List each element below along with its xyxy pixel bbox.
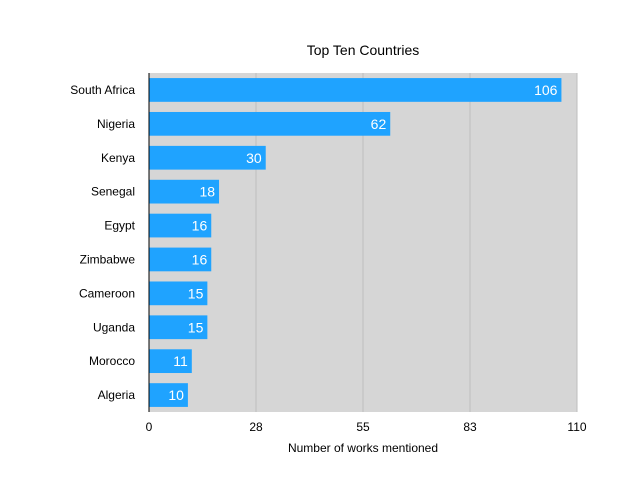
bar <box>149 111 391 136</box>
x-tick-label: 0 <box>146 420 153 434</box>
bars: 106 62 30 18 16 16 15 15 11 10 <box>149 78 562 407</box>
bar <box>149 145 266 170</box>
x-axis-label: Number of works mentioned <box>288 441 438 455</box>
bar <box>149 383 188 407</box>
bar-value-label: 18 <box>199 184 215 200</box>
category-labels: South Africa Nigeria Kenya Senegal Egypt Zimb… <box>70 83 135 402</box>
category-label: Uganda <box>93 320 135 334</box>
bar <box>149 78 562 102</box>
chart-title: Top Ten Countries <box>307 42 420 58</box>
category-label: South Africa <box>70 83 135 97</box>
x-tick-label: 83 <box>463 420 477 434</box>
category-label: Morocco <box>89 354 135 368</box>
x-tick-label: 110 <box>567 420 586 434</box>
category-label: Zimbabwe <box>80 252 136 266</box>
x-tick-label: 28 <box>249 420 263 434</box>
bar-value-label: 16 <box>192 251 208 267</box>
bar-value-label: 15 <box>188 285 204 301</box>
bar <box>149 179 220 204</box>
bar-value-label: 15 <box>188 319 204 335</box>
bar-value-label: 16 <box>192 218 208 234</box>
bar <box>149 213 212 238</box>
category-label: Egypt <box>104 219 135 233</box>
bar-value-label: 106 <box>534 82 558 98</box>
bar <box>149 315 208 340</box>
x-tick-label: 55 <box>356 420 370 434</box>
bar-value-label: 30 <box>246 150 262 166</box>
bar-value-label: 10 <box>168 387 184 403</box>
category-label: Kenya <box>101 151 135 165</box>
category-label: Algeria <box>98 388 136 402</box>
bar-value-label: 11 <box>173 353 188 369</box>
bar <box>149 247 212 272</box>
x-tick-labels: 0 28 55 83 110 <box>146 420 587 434</box>
category-label: Nigeria <box>97 117 135 131</box>
category-label: Senegal <box>91 185 135 199</box>
category-label: Cameroon <box>79 286 135 300</box>
bar <box>149 349 192 374</box>
bar-value-label: 62 <box>371 116 387 132</box>
bar <box>149 281 208 306</box>
